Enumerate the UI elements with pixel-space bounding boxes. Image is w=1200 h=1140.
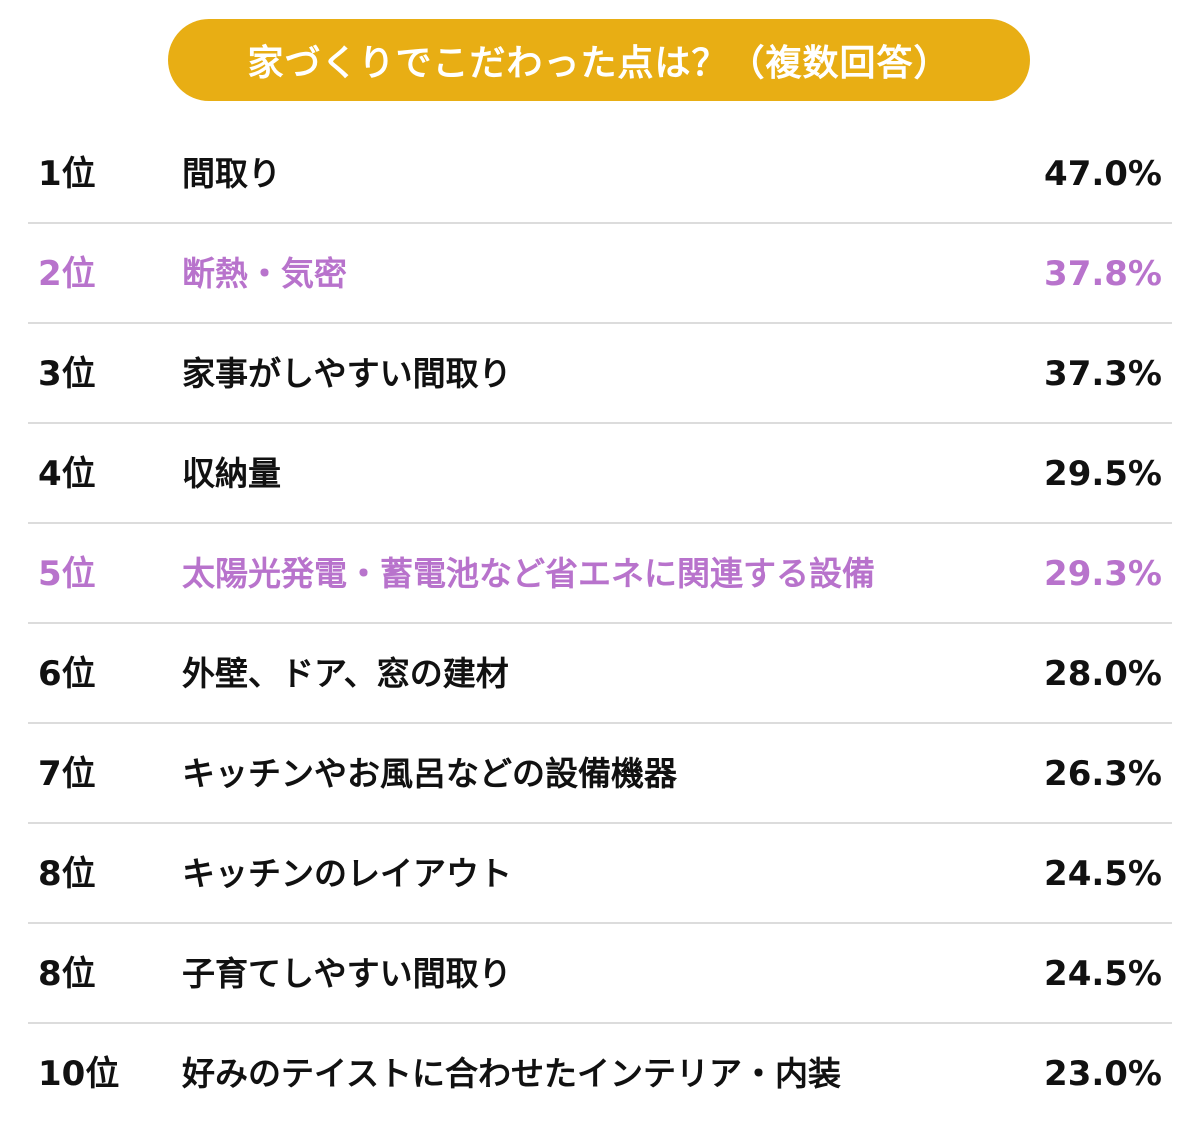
item-label: 家事がしやすい間取り [182,354,512,393]
percent-value: 23.0% [1044,1054,1162,1094]
percent-value: 47.0% [1044,154,1162,194]
ranking-table: 1位 間取り 47.0% 2位 断熱・気密 37.8% 3位 家事がしやすい間取… [28,124,1172,1124]
item-label: 太陽光発電・蓄電池など省エネに関連する設備 [182,554,875,593]
percent-value: 37.8% [1044,254,1162,294]
item-label: 子育てしやすい間取り [182,954,512,993]
item-label: 断熱・気密 [182,254,347,293]
rank-label: 6位 [38,654,96,694]
table-row: 5位 太陽光発電・蓄電池など省エネに関連する設備 29.3% [28,524,1172,624]
table-row: 2位 断熱・気密 37.8% [28,224,1172,324]
percent-value: 29.3% [1044,554,1162,594]
rank-label: 2位 [38,254,96,294]
item-label: キッチンやお風呂などの設備機器 [182,754,677,793]
item-label: キッチンのレイアウト [182,854,512,893]
table-row: 8位 キッチンのレイアウト 24.5% [28,824,1172,924]
item-label: 好みのテイストに合わせたインテリア・内装 [182,1054,842,1093]
percent-value: 37.3% [1044,354,1162,394]
percent-value: 26.3% [1044,754,1162,794]
percent-value: 24.5% [1044,954,1162,994]
table-row: 1位 間取り 47.0% [28,124,1172,224]
rank-label: 3位 [38,354,96,394]
table-row: 7位 キッチンやお風呂などの設備機器 26.3% [28,724,1172,824]
rank-label: 8位 [38,854,96,894]
rank-label: 4位 [38,454,96,494]
rank-label: 10位 [38,1054,120,1094]
percent-value: 24.5% [1044,854,1162,894]
table-row: 4位 収納量 29.5% [28,424,1172,524]
percent-value: 28.0% [1044,654,1162,694]
table-row: 6位 外壁、ドア、窓の建材 28.0% [28,624,1172,724]
rank-label: 8位 [38,954,96,994]
item-label: 収納量 [182,454,281,493]
table-row: 3位 家事がしやすい間取り 37.3% [28,324,1172,424]
rank-label: 7位 [38,754,96,794]
item-label: 間取り [182,154,281,193]
rank-label: 5位 [38,554,96,594]
table-row: 8位 子育てしやすい間取り 24.5% [28,924,1172,1024]
chart-title: 家づくりでこだわった点は？（複数回答） [168,19,1030,101]
rank-label: 1位 [38,154,96,194]
table-row: 10位 好みのテイストに合わせたインテリア・内装 23.0% [28,1024,1172,1124]
item-label: 外壁、ドア、窓の建材 [182,654,509,693]
percent-value: 29.5% [1044,454,1162,494]
